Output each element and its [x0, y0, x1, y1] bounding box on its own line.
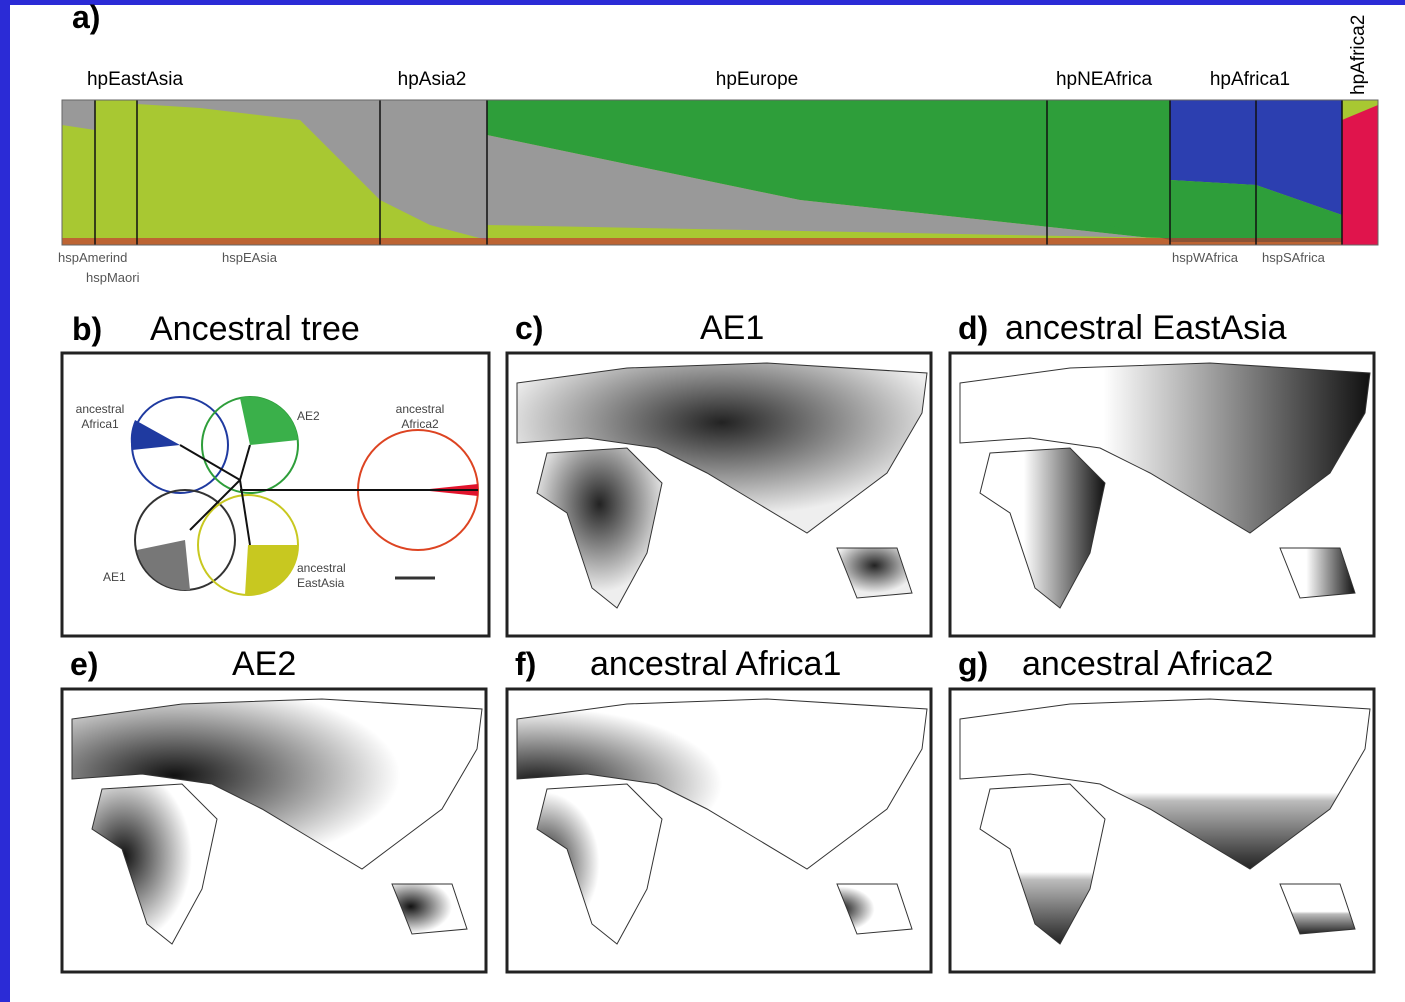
node-label: ancestral [76, 402, 125, 416]
node-label: Africa2 [401, 417, 439, 431]
panel-title: ancestral Africa2 [1022, 645, 1273, 683]
node-label: Africa1 [81, 417, 119, 431]
panel-label: d) [958, 310, 988, 346]
population-label: hpNEAfrica [1056, 69, 1153, 90]
panel-label: c) [515, 310, 543, 346]
subpopulation-label: hspWAfrica [1172, 250, 1239, 265]
subpopulation-label: hspMaori [86, 270, 140, 285]
population-label: hpAfrica1 [1210, 69, 1290, 90]
panel-label: b) [72, 311, 102, 347]
panel-title: AE1 [700, 309, 764, 347]
subpopulation-label: hspEAsia [222, 250, 278, 265]
panel-label: a) [72, 0, 100, 35]
node-label: AE1 [103, 570, 126, 584]
node-label: ancestral [396, 402, 445, 416]
population-label: hpAsia2 [398, 69, 467, 90]
panel-label: g) [958, 646, 988, 682]
population-label: hpAfrica2 [1348, 15, 1369, 95]
node-label: EastAsia [297, 576, 345, 590]
node-label: AE2 [297, 409, 320, 423]
panel-label: e) [70, 646, 98, 682]
panel-frame [62, 353, 489, 636]
population-label: hpEurope [716, 69, 798, 90]
panel-label: f) [515, 646, 536, 682]
subpopulation-label: hspSAfrica [1262, 250, 1326, 265]
panel-title: AE2 [232, 645, 296, 683]
node-label: ancestral [297, 561, 346, 575]
panel-title: ancestral EastAsia [1005, 309, 1287, 347]
subpopulation-label: hspAmerind [58, 250, 127, 265]
structure-plot [62, 100, 1378, 245]
panel-title: ancestral Africa1 [590, 645, 841, 683]
panel-title: Ancestral tree [150, 310, 360, 348]
figure: a) hpEastAsia hpAsia2 hpEurope hpNEAfrica hp… [0, 0, 1405, 1002]
population-label: hpEastAsia [87, 69, 184, 90]
